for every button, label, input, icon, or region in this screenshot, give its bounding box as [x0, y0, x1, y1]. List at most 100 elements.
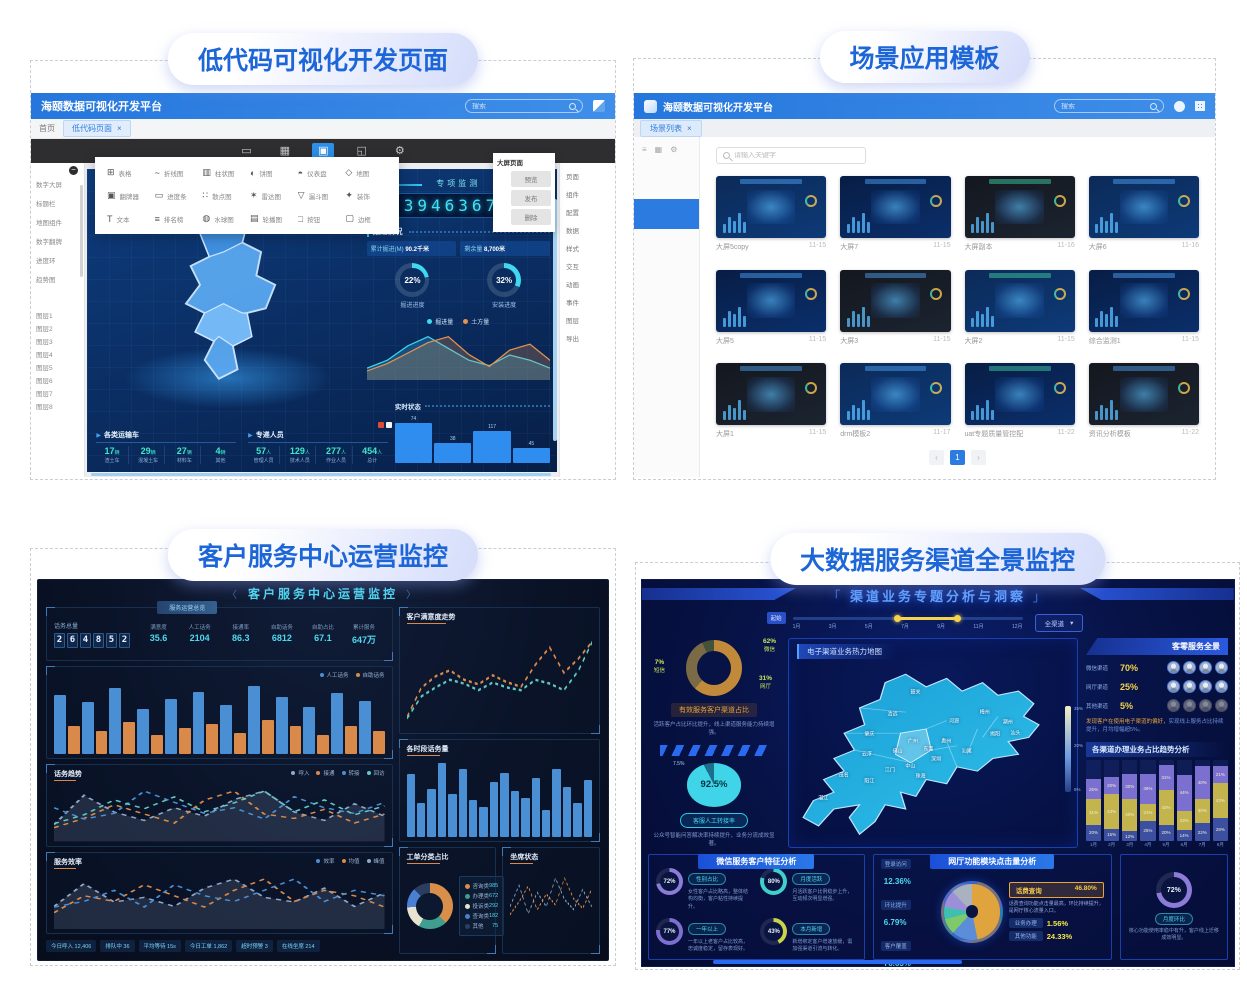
palette-item[interactable]: ▽ 漏斗图	[297, 190, 329, 201]
search-icon[interactable]	[569, 102, 576, 110]
template-card[interactable]: 大屏1 11-15	[716, 363, 827, 444]
scrollbar[interactable]	[80, 185, 83, 277]
page-1-button[interactable]: 1	[950, 450, 965, 465]
palette-item[interactable]: ◇ 地图	[345, 167, 370, 178]
palette-item[interactable]: ✶ 雷达图	[250, 190, 282, 201]
layer-item[interactable]: 图层1	[36, 313, 53, 320]
popover-action[interactable]: 发布	[511, 190, 551, 206]
palette-item[interactable]: ▣ 翻牌器	[107, 190, 140, 201]
search-input[interactable]	[1061, 102, 1146, 110]
layer-item[interactable]: 图层7	[36, 391, 53, 398]
palette-item[interactable]: ⊞ 表格	[107, 167, 132, 178]
bottom-scrollbar[interactable]	[713, 960, 962, 964]
property-item[interactable]: 动画	[566, 282, 579, 289]
palette-item[interactable]: □ 按钮	[297, 213, 321, 224]
template-card[interactable]: 大屏副本 11-16	[964, 176, 1075, 257]
close-icon[interactable]: ×	[687, 123, 692, 133]
collapse-icon[interactable]: −	[69, 166, 78, 175]
layer-item[interactable]: 进度环	[36, 258, 56, 265]
palette-item[interactable]: ▭ 进度条	[154, 190, 187, 201]
palette-item[interactable]: ◍ 水球图	[202, 213, 234, 224]
property-item[interactable]: 数据	[566, 228, 579, 235]
layer-item[interactable]: 图层5	[36, 365, 53, 372]
property-item[interactable]: 导出	[566, 336, 579, 343]
layer-item[interactable]: 数字大屏	[36, 182, 62, 189]
layer-item[interactable]: 图层8	[36, 404, 53, 411]
popover-action[interactable]: 删除	[511, 209, 551, 225]
template-thumbnail[interactable]	[964, 363, 1075, 426]
popover-action[interactable]: 预览	[511, 171, 551, 187]
components-icon[interactable]: ▣	[312, 142, 335, 160]
template-thumbnail[interactable]	[840, 176, 951, 238]
property-item[interactable]: 图层	[566, 318, 579, 325]
template-card[interactable]: 综合监测1 11-15	[1088, 269, 1199, 351]
menu-icon[interactable]: ≡	[642, 145, 647, 154]
palette-item[interactable]: ∷ 散点图	[202, 190, 232, 201]
template-thumbnail[interactable]	[716, 363, 827, 426]
property-item[interactable]: 组件	[566, 192, 579, 199]
apps-grid-icon[interactable]	[1195, 101, 1205, 111]
template-card[interactable]: uat专题质量管控配 11-22	[964, 363, 1075, 444]
user-avatar[interactable]	[1174, 100, 1185, 112]
search-box[interactable]	[1054, 99, 1164, 113]
search-box[interactable]	[465, 99, 583, 113]
gear-icon[interactable]: ⚙	[670, 145, 678, 154]
palette-item[interactable]: ▤ 轮播图	[250, 213, 283, 224]
palette-item[interactable]: ~ 折线图	[154, 167, 184, 178]
transfer-rate-button[interactable]: 客服人工转接率	[679, 812, 748, 828]
close-icon[interactable]: ×	[117, 124, 122, 133]
template-card[interactable]: drm模板2 11-17	[840, 363, 951, 444]
layer-item[interactable]: 图层3	[36, 339, 53, 346]
preview-icon[interactable]: ◱	[356, 144, 367, 157]
template-thumbnail[interactable]	[840, 269, 951, 332]
fullscreen-icon[interactable]	[593, 100, 605, 112]
layout-icon[interactable]: ▭	[241, 144, 252, 157]
template-card[interactable]: 大屏6 11-16	[1088, 176, 1199, 257]
template-card[interactable]: 资讯分析模板 11-22	[1088, 363, 1199, 444]
search-icon[interactable]	[1150, 102, 1157, 110]
template-thumbnail[interactable]	[1088, 363, 1199, 426]
grid-icon[interactable]: ▦	[654, 145, 663, 154]
template-thumbnail[interactable]	[1088, 269, 1199, 332]
tab-lowcode-page[interactable]: 低代码页面 ×	[63, 120, 131, 137]
palette-item[interactable]: T 文本	[107, 213, 130, 224]
tab-scene-list[interactable]: 场景列表 ×	[640, 119, 702, 137]
slider-handle-start[interactable]	[893, 614, 901, 622]
palette-item[interactable]: ✦ 装饰	[345, 190, 370, 201]
prev-page-button[interactable]: ‹	[929, 450, 944, 465]
property-item[interactable]: 事件	[566, 300, 579, 307]
search-input[interactable]	[472, 102, 565, 110]
property-item[interactable]: 页面	[566, 174, 579, 181]
slider-handle-end[interactable]	[953, 614, 961, 622]
template-thumbnail[interactable]	[1088, 176, 1199, 238]
template-thumbnail[interactable]	[964, 176, 1075, 238]
template-thumbnail[interactable]	[716, 269, 827, 332]
template-thumbnail[interactable]	[840, 363, 951, 426]
layer-item[interactable]: 地图组件	[36, 220, 62, 227]
palette-item[interactable]: ◐ 饼图	[250, 167, 273, 178]
template-card[interactable]: 大屏5 11-15	[716, 269, 827, 351]
template-card[interactable]: 大屏2 11-15	[964, 269, 1075, 351]
template-card[interactable]: 大屏7 11-15	[840, 176, 951, 257]
grid-icon[interactable]: ▦	[279, 144, 291, 157]
palette-item[interactable]: ▥ 柱状图	[202, 167, 235, 178]
palette-item[interactable]: ▢ 边框	[345, 213, 371, 224]
horizontal-scrollbar[interactable]	[91, 473, 551, 476]
layer-item[interactable]: 趋势图	[36, 277, 56, 284]
keyword-search-box[interactable]	[716, 147, 866, 164]
layer-item[interactable]: 数字翻牌	[36, 239, 62, 246]
canvas-scrollbar[interactable]	[553, 199, 557, 441]
template-thumbnail[interactable]	[964, 269, 1075, 332]
settings-icon[interactable]: ⚙	[394, 144, 405, 157]
property-item[interactable]: 交互	[566, 264, 579, 271]
palette-item[interactable]: ◓ 仪表盘	[297, 167, 327, 178]
layer-item[interactable]: 图层2	[36, 326, 53, 333]
property-item[interactable]: 配置	[566, 210, 579, 217]
layer-item[interactable]: 标题栏	[36, 201, 56, 208]
template-thumbnail[interactable]	[716, 176, 827, 238]
breadcrumb[interactable]: 首页	[39, 124, 55, 133]
time-slider[interactable]: 起始 1月 3月 5月 7月 9月 11月 12月	[766, 611, 1023, 630]
layer-item[interactable]: 图层6	[36, 378, 53, 385]
template-card[interactable]: 大屏3 11-15	[840, 269, 951, 351]
